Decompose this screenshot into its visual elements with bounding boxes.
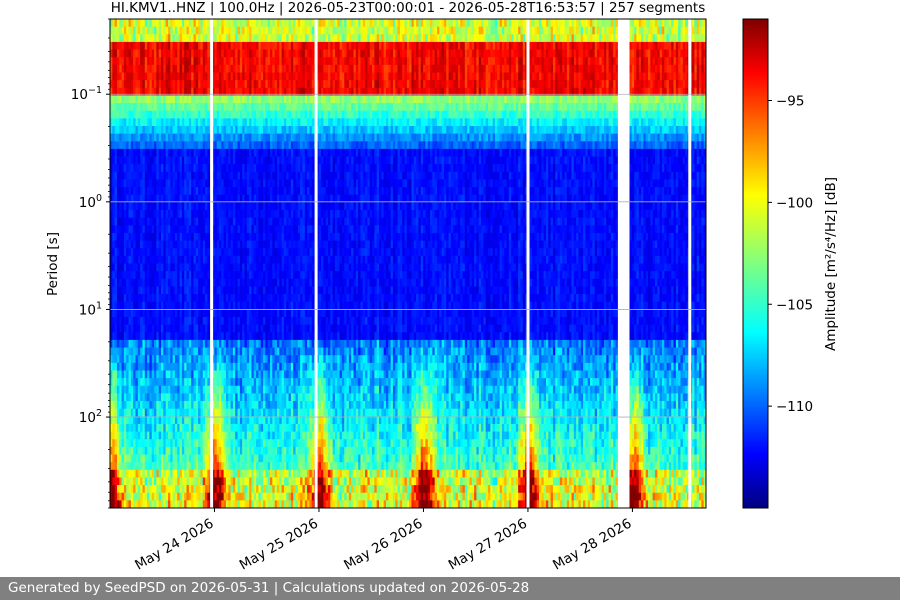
spectrogram-cells — [110, 19, 707, 509]
chart-title: HI.KMV1..HNZ | 100.0Hz | 2026-05-23T00:0… — [111, 0, 706, 16]
plot-area — [110, 19, 707, 509]
psd-spectrogram-chart: HI.KMV1..HNZ | 100.0Hz | 2026-05-23T00:0… — [0, 0, 900, 577]
